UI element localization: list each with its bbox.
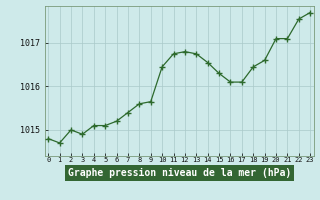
X-axis label: Graphe pression niveau de la mer (hPa): Graphe pression niveau de la mer (hPa) [68,168,291,178]
